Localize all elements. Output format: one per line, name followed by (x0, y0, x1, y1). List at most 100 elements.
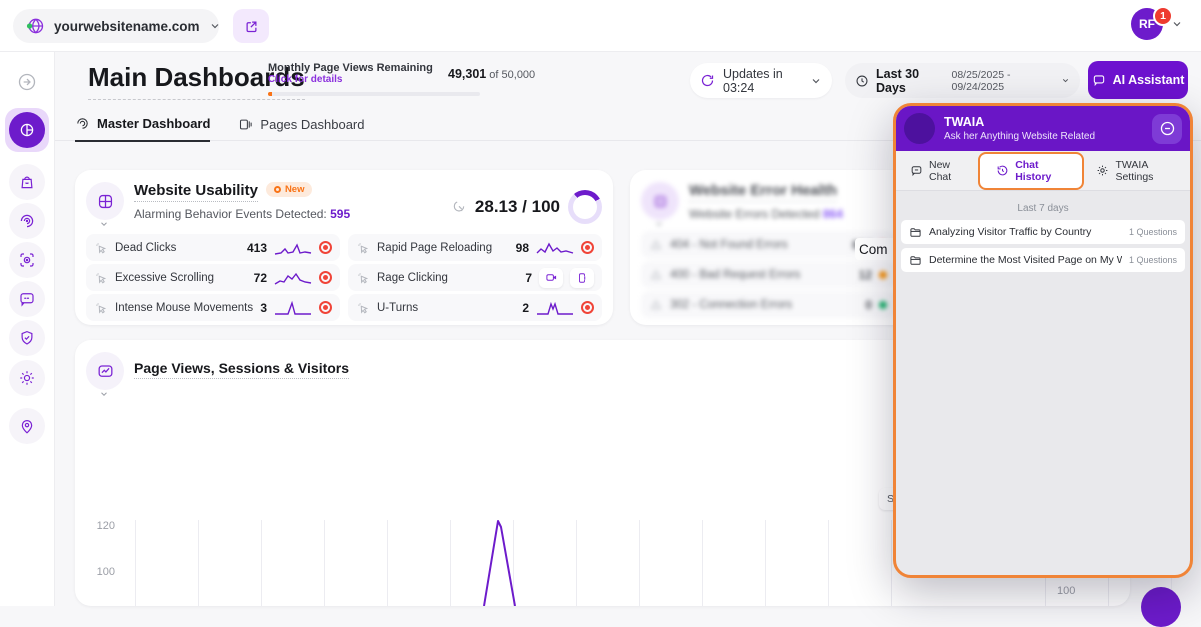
twaia-assistant-panel: TWAIA Ask her Anything Website Related N… (893, 103, 1193, 578)
sidebar (0, 52, 55, 606)
target-dot-icon (273, 186, 281, 193)
traffic-spike-line (483, 520, 516, 606)
shield-check-icon (18, 329, 36, 347)
gauge-spiral-icon (18, 212, 36, 230)
sidebar-item-visitors-map[interactable] (9, 408, 45, 444)
sparkline-chart (537, 301, 573, 315)
chevron-down-icon (99, 389, 109, 399)
cursor-click-icon (94, 241, 108, 255)
sidebar-collapse-toggle[interactable] (9, 64, 45, 100)
page-title: Main Dashboards (88, 62, 305, 100)
twaia-header: TWAIA Ask her Anything Website Related (896, 106, 1190, 151)
metric-row-intense-mouse-movements: Intense Mouse Movements 3 (86, 294, 340, 321)
twaia-tab-settings[interactable]: TWAIA Settings (1092, 159, 1180, 183)
chat-history-item[interactable]: Analyzing Visitor Traffic by Country 1 Q… (901, 220, 1185, 244)
twaia-avatar (904, 113, 935, 144)
record-indicator-icon[interactable] (581, 241, 594, 254)
website-name: yourwebsitename.com (54, 18, 200, 34)
range-label: Last 30 Days (876, 66, 920, 95)
status-dot (879, 270, 887, 279)
pageviews-card-icon (86, 352, 124, 396)
divider (55, 140, 1201, 141)
tab-master-dashboard[interactable]: Master Dashboard (75, 116, 211, 142)
sparkline-chart (274, 242, 312, 255)
record-indicator-icon[interactable] (581, 301, 594, 314)
error-card-icon (641, 182, 679, 226)
tab-master-label: Master Dashboard (97, 116, 211, 131)
metric-row-rage-clicking: Rage Clicking 7 (348, 264, 602, 291)
top-bar: yourwebsitename.com RF 1 (0, 0, 1201, 52)
record-indicator-icon[interactable] (319, 271, 332, 284)
twaia-tab-new-chat[interactable]: New Chat (906, 159, 970, 183)
cursor-click-icon (94, 301, 108, 315)
camera-focus-icon (18, 251, 36, 269)
history-icon (996, 164, 1009, 177)
user-menu[interactable]: RF 1 (1131, 6, 1183, 40)
quota-progress-fill (268, 92, 272, 96)
sidebar-item-ecommerce[interactable] (9, 164, 45, 200)
sidebar-item-feedback[interactable] (9, 281, 45, 317)
chevron-down-icon (99, 219, 109, 229)
date-range-picker[interactable]: Last 30 Days 08/25/2025 - 09/24/2025 (845, 63, 1080, 98)
cursor-click-icon (94, 271, 108, 285)
y-axis-tick-right: 100 (1057, 585, 1076, 597)
record-indicator-icon[interactable] (319, 241, 332, 254)
pages-icon (238, 117, 253, 132)
avatar-initials: RF (1139, 17, 1155, 31)
new-chat-icon (910, 164, 923, 177)
chat-history-item[interactable]: Determine the Most Visited Page on My We… (901, 248, 1185, 272)
cursor-click-icon (356, 301, 370, 315)
website-usability-card: Website Usability New Alarming Behavior E… (75, 170, 613, 325)
quota-total: of 50,000 (489, 69, 536, 81)
notification-badge: 1 (1153, 6, 1173, 26)
sidebar-item-recordings[interactable] (9, 242, 45, 278)
chat-icon (1092, 73, 1106, 87)
refresh-icon (700, 73, 715, 88)
chevron-down-icon (654, 219, 664, 229)
error-row-302: 302 - Connection Errors 0 (641, 291, 895, 318)
website-selector[interactable]: yourwebsitename.com (13, 9, 219, 43)
usability-events-count: 595 (330, 207, 351, 221)
minimize-button[interactable] (1152, 113, 1182, 144)
gear-icon (18, 369, 36, 387)
twaia-tabs: New Chat Chat History TWAIA Settings (896, 151, 1190, 191)
clock-icon (855, 74, 869, 88)
speedometer-icon (451, 199, 467, 215)
external-link-icon (244, 19, 259, 34)
sidebar-item-privacy[interactable] (9, 320, 45, 356)
sidebar-item-dashboard[interactable] (5, 108, 49, 152)
sidebar-item-settings[interactable] (9, 360, 45, 396)
twaia-subtitle: Ask her Anything Website Related (944, 130, 1096, 142)
chevron-down-icon (209, 20, 221, 32)
device-view-button[interactable] (570, 267, 594, 288)
floating-chat-button[interactable] (1141, 587, 1181, 627)
quota-label: Monthly Page Views Remaining (268, 62, 433, 74)
updates-timer[interactable]: Updates in 03:24 (690, 63, 832, 98)
history-section-label: Last 7 days (1017, 203, 1069, 214)
usability-score: 28.13 / 100 (474, 197, 560, 216)
quota-details-link[interactable]: Click for details (268, 74, 343, 85)
location-pin-icon (18, 417, 36, 435)
chevron-down-icon (1061, 76, 1070, 85)
video-recording-button[interactable] (539, 267, 563, 288)
range-dates: 08/25/2025 - 09/24/2025 (951, 68, 1011, 93)
error-title: Website Error Health (689, 182, 838, 202)
tab-pages-label: Pages Dashboard (260, 117, 365, 132)
updates-label: Updates in 03:24 (723, 66, 783, 95)
error-triangle-icon (649, 268, 663, 282)
error-triangle-icon (649, 238, 663, 252)
open-website-button[interactable] (233, 9, 269, 43)
twaia-tab-chat-history[interactable]: Chat History (978, 151, 1085, 190)
record-indicator-icon[interactable] (319, 301, 332, 314)
ai-assistant-button[interactable]: AI Assistant (1088, 61, 1188, 99)
error-count: 864 (822, 207, 843, 221)
sidebar-item-behavior[interactable] (9, 203, 45, 239)
tab-pages-dashboard[interactable]: Pages Dashboard (238, 116, 365, 142)
pageviews-title: Page Views, Sessions & Visitors (134, 360, 350, 379)
usability-score-donut (568, 190, 602, 224)
usability-title: Website Usability (134, 182, 258, 202)
chat-bubble-icon (18, 290, 36, 308)
error-subtitle: Website Errors Detected (689, 207, 820, 221)
quota-widget: Monthly Page Views Remaining Click for d… (268, 62, 483, 96)
metric-row-u-turns: U-Turns 2 (348, 294, 602, 321)
